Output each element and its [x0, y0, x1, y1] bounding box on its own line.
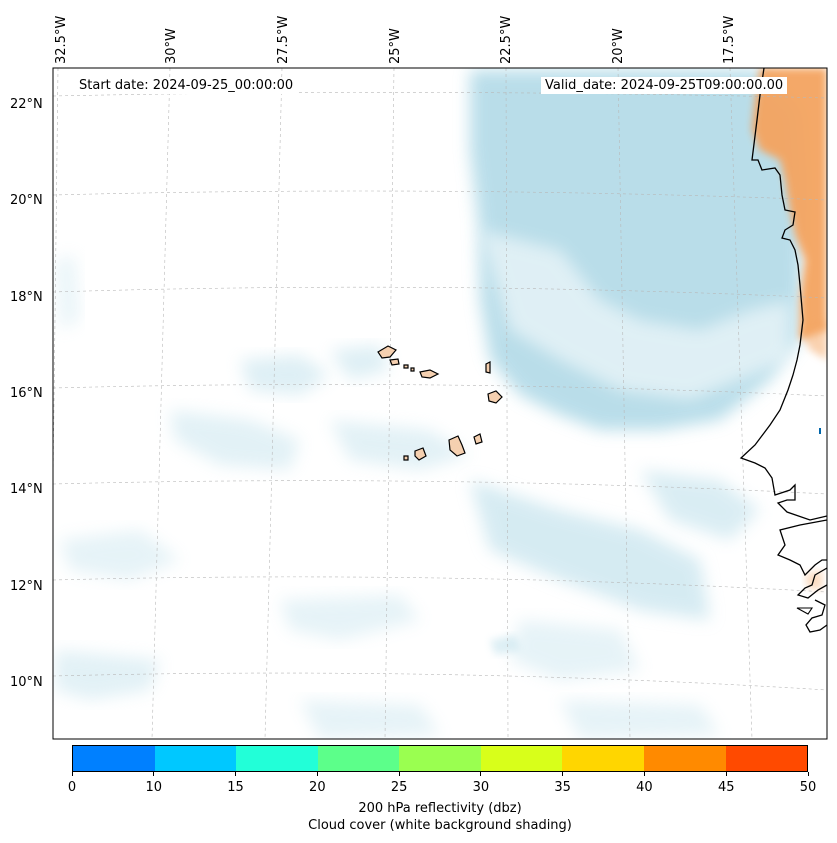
coastline	[739, 68, 827, 521]
colorbar-tick-mark	[480, 772, 482, 776]
colorbar-label: 200 hPa reflectivity (dbz)	[358, 801, 522, 816]
colorbar-segment	[480, 746, 563, 771]
colorbar-segment	[725, 746, 808, 771]
start-date-label: Start date: 2024-09-25_00:00:00	[75, 77, 298, 94]
colorbar-tick-mark	[643, 772, 645, 776]
cloud-cover-layer	[55, 70, 805, 739]
colorbar-tick-mark	[235, 772, 237, 776]
lon-label: 25°W	[388, 28, 403, 64]
colorbar-segment	[562, 746, 644, 771]
colorbar-segment	[236, 746, 318, 771]
colorbar-tick-mark	[562, 772, 564, 776]
map-frame	[52, 67, 828, 740]
colorbar-tick-mark	[71, 772, 73, 776]
colorbar-tick-label: 0	[67, 780, 77, 795]
colorbar-tick-mark	[316, 772, 318, 776]
colorbar-tick-label: 15	[227, 780, 244, 795]
lon-label: 32.5°W	[54, 15, 69, 64]
lon-label: 30°W	[164, 28, 179, 64]
colorbar-tick-label: 10	[145, 780, 163, 795]
colorbar-tick-label: 40	[636, 780, 653, 795]
colorbar-segment	[399, 746, 481, 771]
lon-label: 20°W	[611, 28, 626, 64]
lat-label: 20°N	[10, 193, 43, 208]
lat-label: 12°N	[10, 579, 43, 594]
valid-date-label: Valid_date: 2024-09-25T09:00:00.00	[541, 77, 788, 94]
colorbar-tick-label: 45	[717, 780, 735, 795]
colorbar-tick-label: 50	[799, 780, 817, 795]
colorbar-segment	[73, 746, 155, 771]
colorbar-tick-label: 30	[472, 780, 490, 795]
cape-verde-islands	[377, 345, 503, 461]
colorbar-segment	[643, 746, 726, 771]
colorbar-tick-mark	[725, 772, 727, 776]
lon-label: 22.5°W	[499, 15, 514, 64]
lat-label: 14°N	[10, 482, 43, 497]
lat-label: 10°N	[10, 675, 43, 690]
land-area	[752, 68, 827, 340]
lat-label: 16°N	[10, 386, 43, 401]
colorbar	[72, 745, 808, 772]
colorbar-tick-mark	[398, 772, 400, 776]
colorbar-tick-label: 25	[390, 780, 408, 795]
colorbar-tick-mark	[153, 772, 155, 776]
colorbar-tick-label: 35	[554, 780, 571, 795]
lon-label: 27.5°W	[276, 15, 291, 64]
colorbar-tick-mark	[807, 772, 809, 776]
colorbar-segment	[154, 746, 237, 771]
lon-label: 17.5°W	[722, 15, 737, 64]
lat-label: 18°N	[10, 290, 43, 305]
lat-label: 22°N	[10, 97, 43, 112]
colorbar-tick-label: 20	[309, 780, 326, 795]
colorbar-sublabel: Cloud cover (white background shading)	[308, 818, 572, 833]
radar-echo	[819, 428, 821, 434]
graticule	[53, 68, 827, 739]
colorbar-segment	[317, 746, 400, 771]
